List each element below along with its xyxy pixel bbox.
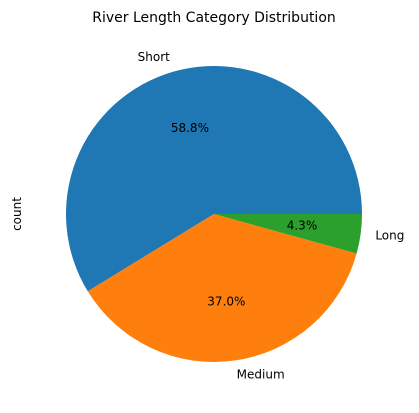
pie-labels: Short 58.8% Medium 37.0% Long 4.3% xyxy=(138,50,405,382)
slice-percent-short: 58.8% xyxy=(171,121,209,135)
pie-slices xyxy=(65,65,362,362)
chart-title: River Length Category Distribution xyxy=(92,10,336,26)
pie-slice-medium xyxy=(87,214,357,362)
pie-slice-short xyxy=(65,65,362,292)
slice-percent-medium: 37.0% xyxy=(207,294,245,308)
slice-label-medium: Medium xyxy=(237,368,285,382)
pie-slice-long xyxy=(214,214,362,254)
slice-label-long: Long xyxy=(375,228,404,242)
y-axis-label: count xyxy=(10,197,24,231)
slice-label-short: Short xyxy=(138,50,170,64)
slice-percent-long: 4.3% xyxy=(287,218,318,232)
